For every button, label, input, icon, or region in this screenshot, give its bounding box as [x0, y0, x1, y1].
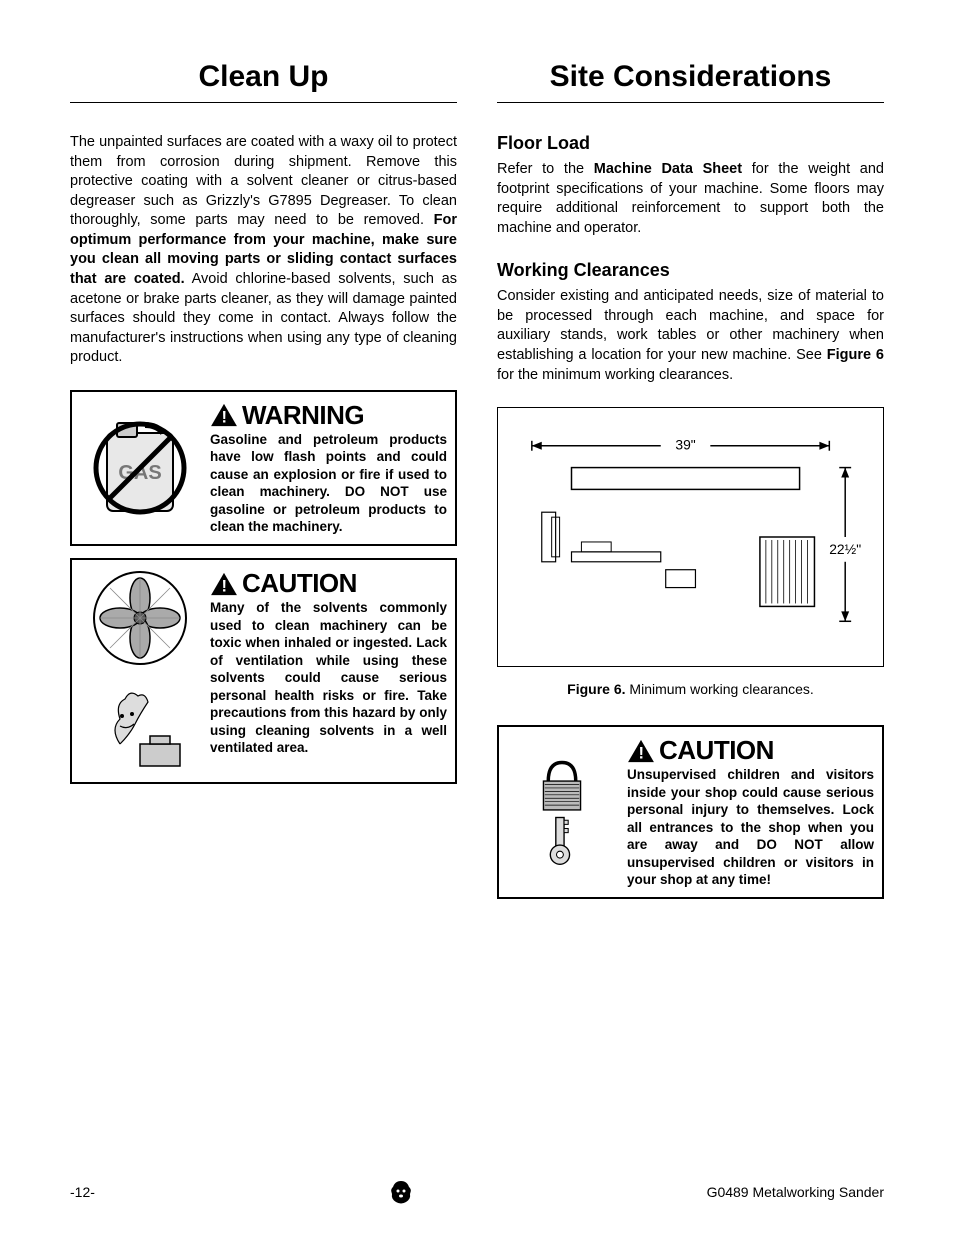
- caution-children-title-text: CAUTION: [659, 735, 774, 766]
- warning-title-text: WARNING: [242, 400, 364, 431]
- svg-text:!: !: [221, 408, 226, 427]
- warning-body: Gasoline and petroleum products have low…: [210, 431, 447, 536]
- cleanup-body-part1: The unpainted surfaces are coated with a…: [70, 134, 457, 228]
- grizzly-logo-icon: [388, 1179, 414, 1205]
- floor-load-bold: Machine Data Sheet: [594, 161, 742, 177]
- figure-6-caption-bold: Figure 6.: [567, 681, 625, 697]
- cleanup-body: The unpainted surfaces are coated with a…: [70, 133, 457, 368]
- floor-load-pre: Refer to the: [497, 161, 594, 177]
- floor-load-heading: Floor Load: [497, 133, 884, 154]
- warning-title: ! WARNING: [210, 400, 447, 431]
- svg-text:!: !: [221, 576, 226, 595]
- svg-text:!: !: [638, 743, 643, 762]
- clearances-post: for the minimum working clearances.: [497, 367, 733, 383]
- caution-solvents-title: ! CAUTION: [210, 568, 447, 599]
- warning-callout: GAS ! WARNING Gasoline and petroleum pro…: [70, 390, 457, 546]
- caution-children-title: ! CAUTION: [627, 735, 874, 766]
- caution-callout-solvents: ! CAUTION Many of the solvents commonly …: [70, 558, 457, 784]
- heading-site-considerations: Site Considerations: [497, 60, 884, 103]
- heading-clean-up: Clean Up: [70, 60, 457, 103]
- caution-solvents-title-text: CAUTION: [242, 568, 357, 599]
- floor-load-body: Refer to the Machine Data Sheet for the …: [497, 160, 884, 238]
- figure-6-diagram: 39": [497, 407, 884, 667]
- fig6-height-label: 22½": [829, 541, 861, 557]
- figure-6-caption: Figure 6. Minimum working clearances.: [497, 681, 884, 697]
- page-number: -12-: [70, 1184, 95, 1200]
- doc-title-footer: G0489 Metalworking Sander: [707, 1184, 884, 1200]
- caution-callout-children: ! CAUTION Unsupervised children and visi…: [497, 725, 884, 899]
- alert-triangle-icon: !: [210, 572, 238, 596]
- figure-6-caption-rest: Minimum working clearances.: [626, 681, 814, 697]
- working-clearances-heading: Working Clearances: [497, 260, 884, 281]
- alert-triangle-icon: !: [210, 403, 238, 427]
- padlock-key-icon: [507, 757, 617, 867]
- alert-triangle-icon: !: [627, 739, 655, 763]
- fan-icon: [90, 568, 190, 668]
- clearances-bold: Figure 6: [827, 347, 884, 363]
- caution-solvents-body: Many of the solvents commonly used to cl…: [210, 599, 447, 757]
- fig6-width-label: 39": [675, 437, 695, 453]
- gas-can-icon: GAS: [80, 400, 200, 536]
- working-clearances-body: Consider existing and anticipated needs,…: [497, 287, 884, 385]
- caution-children-body: Unsupervised children and visitors insid…: [627, 766, 874, 889]
- fumes-demon-icon: [90, 674, 190, 774]
